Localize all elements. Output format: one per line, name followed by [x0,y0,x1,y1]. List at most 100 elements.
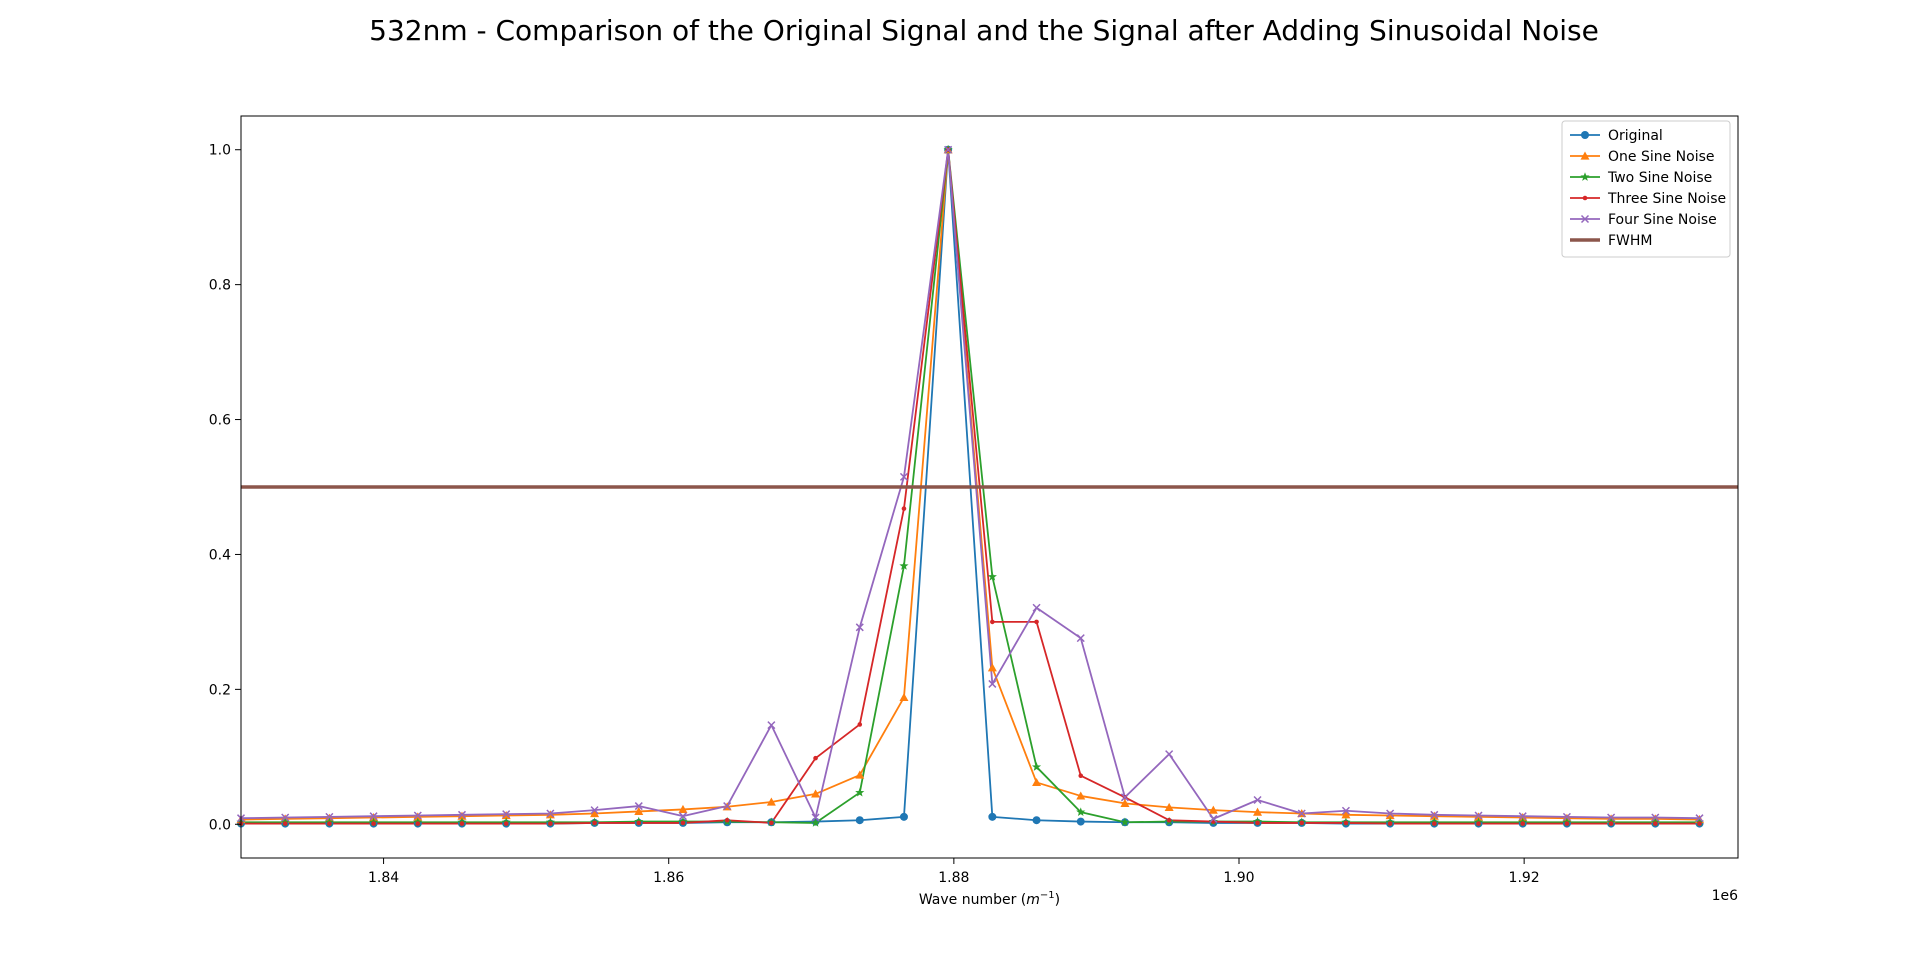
data-point [459,821,465,826]
data-point [282,821,288,826]
data-point [592,820,597,826]
data-point [548,821,553,826]
data-point [855,787,865,797]
data-point [502,810,511,819]
data-point [1607,813,1616,822]
y-tick-label: 0.8 [209,278,231,294]
x-axis-label-unit: m [1026,892,1040,908]
data-point [634,802,643,811]
data-point [899,472,908,481]
data-point [415,821,421,826]
data-point [1076,807,1086,817]
legend-label: Four Sine Noise [1608,212,1717,228]
data-point [371,821,376,826]
data-point [1032,777,1042,787]
data-point [1076,791,1086,800]
data-point [1608,821,1614,826]
legend-marker [1582,195,1588,201]
y-tick-label: 0.4 [209,547,231,563]
data-point [1120,817,1130,827]
data-point [1651,813,1660,822]
data-point [1253,807,1263,816]
series-line-5 [240,148,1700,820]
data-point [1343,820,1349,826]
data-point [325,812,334,821]
data-point [1208,805,1218,814]
x-axis-label-exponent: −1 [1040,890,1055,901]
data-point [1166,817,1172,823]
x-tick-label: 1.84 [368,870,399,886]
data-point [1165,750,1174,759]
data-point [590,808,600,818]
x-axis-label-close: ) [1055,892,1060,908]
data-point [1432,821,1437,826]
data-point [855,623,864,632]
data-point [457,810,467,819]
plot-frame [240,115,1739,859]
data-point [1120,798,1130,807]
legend-marker [1581,131,1589,139]
legend: Original One Sine Noise Two Sine Noise Thre… [1561,120,1731,258]
data-point [1697,821,1702,826]
data-point [546,809,555,818]
legend-marker [1580,172,1590,181]
data-point [855,816,864,825]
plot-markers [236,144,1705,828]
data-point [1386,809,1395,818]
data-point [769,820,774,826]
data-point [990,619,995,625]
data-point [1564,821,1570,826]
legend-label: FWHM [1608,233,1653,249]
data-point [1299,820,1305,826]
data-point [1653,821,1658,826]
data-point [1120,793,1129,802]
data-point [1518,812,1527,821]
data-point [327,821,332,826]
data-point [636,820,642,826]
x-axis-label-text: Wave number ( [919,892,1026,908]
y-tick-label: 0.6 [209,413,231,429]
data-point [1164,802,1174,812]
legend-label: Original [1608,128,1663,144]
data-point [723,802,732,811]
data-point [413,811,422,820]
data-point [678,812,688,821]
y-axis: 0.0 0.2 0.4 0.6 0.8 1.0 [209,143,241,833]
data-point [1076,634,1085,643]
chart-title: 532nm - Comparison of the Original Signa… [369,14,1599,47]
data-point [1031,762,1042,771]
data-point [1476,821,1481,826]
data-point [811,818,821,827]
data-point [899,692,909,702]
x-tick-label: 1.90 [1223,870,1254,886]
data-point [987,663,997,672]
data-point [857,722,863,727]
x-axis: 1.84 1.86 1.88 1.90 1.92 [368,858,1540,886]
data-point [1253,795,1262,805]
x-axis-offset-text: 1e6 [1712,888,1739,904]
series-line-4 [241,148,1700,825]
data-point [1520,821,1526,826]
legend-box [1561,120,1731,258]
data-point [1695,814,1704,823]
data-point [1341,810,1351,819]
data-point [1474,811,1483,820]
data-point [899,561,909,570]
data-point [901,506,907,511]
data-point [503,821,509,826]
data-point [1387,821,1393,826]
legend-label: Three Sine Noise [1607,191,1726,207]
legend-marker [1580,151,1590,160]
y-tick-label: 1.0 [209,143,231,159]
legend-label: Two Sine Noise [1607,170,1712,186]
data-point [678,804,688,814]
data-point [1385,811,1395,820]
data-point [988,812,997,821]
series-line-3 [241,148,1700,824]
data-point [855,770,865,779]
data-point [944,145,953,154]
data-point [1209,814,1218,823]
data-point [766,797,776,806]
data-point [680,820,686,826]
